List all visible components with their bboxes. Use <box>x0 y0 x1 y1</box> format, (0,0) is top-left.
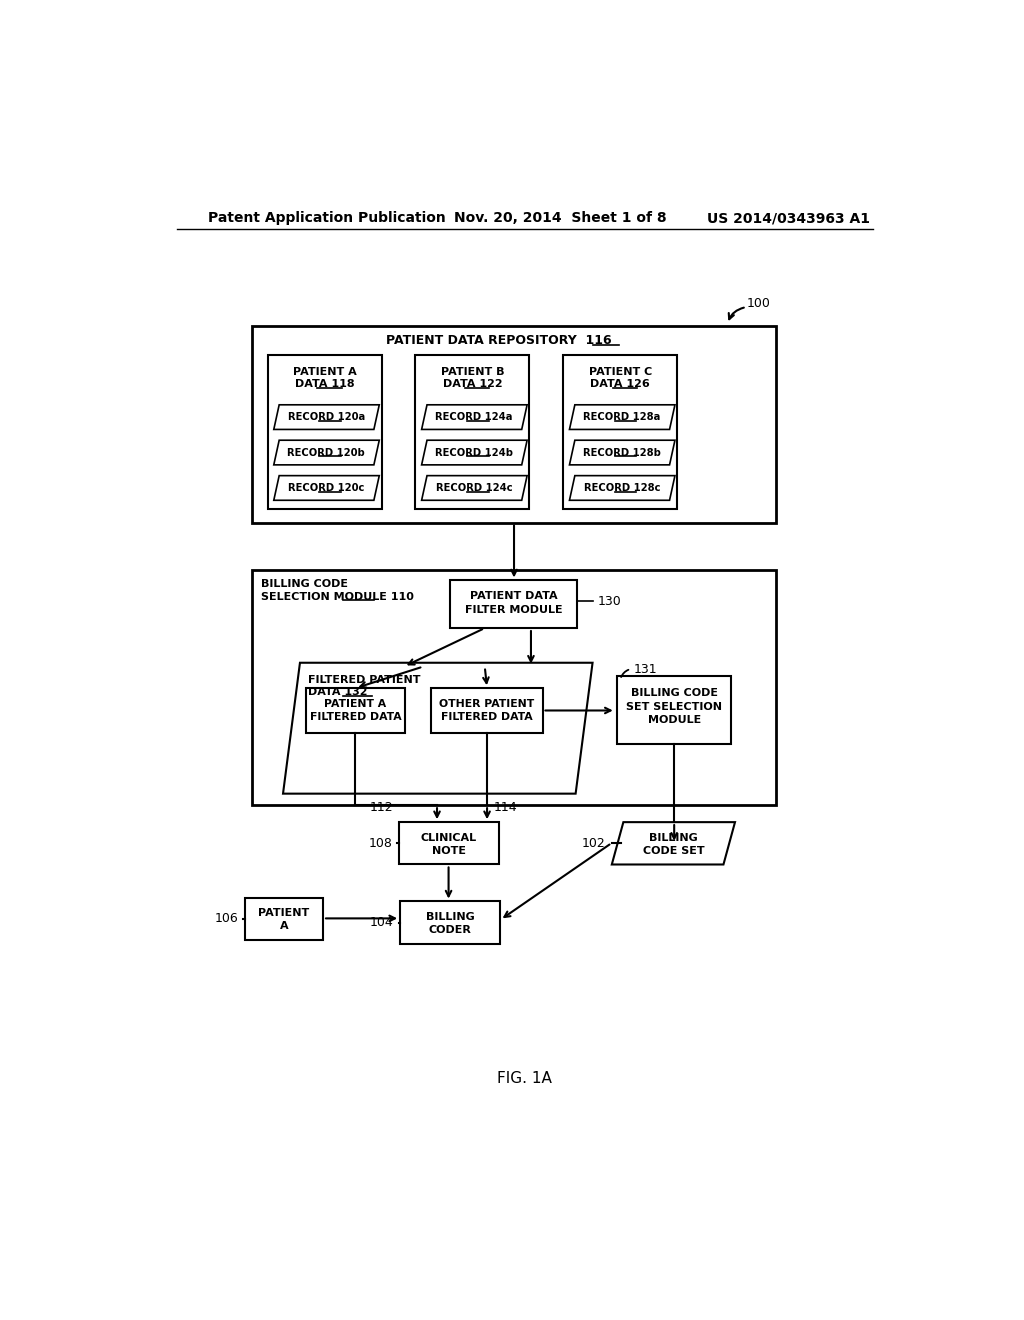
Text: BILLING CODE: BILLING CODE <box>631 688 718 698</box>
Text: RECORD 128c: RECORD 128c <box>584 483 660 492</box>
FancyBboxPatch shape <box>252 570 776 805</box>
FancyBboxPatch shape <box>245 898 323 940</box>
Text: NOTE: NOTE <box>431 846 466 855</box>
Text: 104: 104 <box>370 916 394 929</box>
Polygon shape <box>569 441 675 465</box>
Text: FILTERED DATA: FILTERED DATA <box>309 713 401 722</box>
Polygon shape <box>569 475 675 500</box>
Text: SELECTION MODULE 110: SELECTION MODULE 110 <box>261 591 415 602</box>
Text: BILLING CODE: BILLING CODE <box>261 579 348 589</box>
Text: FIG. 1A: FIG. 1A <box>498 1071 552 1086</box>
Text: 112: 112 <box>370 801 393 814</box>
Text: 108: 108 <box>369 837 392 850</box>
Text: PATIENT DATA: PATIENT DATA <box>470 591 557 601</box>
Text: RECORD 120c: RECORD 120c <box>288 483 365 492</box>
Text: RECORD 128a: RECORD 128a <box>583 412 660 422</box>
Text: RECORD 120a: RECORD 120a <box>288 412 365 422</box>
Text: CODE SET: CODE SET <box>643 846 705 855</box>
Text: Nov. 20, 2014  Sheet 1 of 8: Nov. 20, 2014 Sheet 1 of 8 <box>454 211 667 226</box>
Text: 114: 114 <box>494 801 517 814</box>
Text: PATIENT DATA REPOSITORY  116: PATIENT DATA REPOSITORY 116 <box>386 334 611 347</box>
Polygon shape <box>422 475 527 500</box>
Text: DATA 122: DATA 122 <box>442 379 502 389</box>
Text: DATA 118: DATA 118 <box>295 379 354 389</box>
Text: FILTERED PATIENT: FILTERED PATIENT <box>307 675 420 685</box>
Text: Patent Application Publication: Patent Application Publication <box>208 211 445 226</box>
Text: SET SELECTION: SET SELECTION <box>627 702 722 711</box>
Text: RECORD 124b: RECORD 124b <box>435 447 513 458</box>
Polygon shape <box>283 663 593 793</box>
FancyBboxPatch shape <box>400 902 500 944</box>
Text: DATA 132: DATA 132 <box>307 686 368 697</box>
Text: 102: 102 <box>582 837 605 850</box>
Polygon shape <box>422 441 527 465</box>
FancyBboxPatch shape <box>252 326 776 523</box>
FancyBboxPatch shape <box>617 676 731 743</box>
Text: BILLING: BILLING <box>426 912 474 921</box>
Polygon shape <box>569 405 675 429</box>
Text: FILTERED DATA: FILTERED DATA <box>441 713 532 722</box>
Text: US 2014/0343963 A1: US 2014/0343963 A1 <box>707 211 869 226</box>
FancyBboxPatch shape <box>451 581 578 628</box>
Text: PATIENT: PATIENT <box>258 908 309 917</box>
Text: BILLING: BILLING <box>649 833 698 842</box>
Text: PATIENT A: PATIENT A <box>325 698 386 709</box>
Text: 131: 131 <box>634 663 657 676</box>
Polygon shape <box>611 822 735 865</box>
Text: RECORD 120b: RECORD 120b <box>288 447 365 458</box>
Text: DATA 126: DATA 126 <box>591 379 650 389</box>
Text: PATIENT C: PATIENT C <box>589 367 652 376</box>
Polygon shape <box>273 475 379 500</box>
Text: RECORD 128b: RECORD 128b <box>583 447 660 458</box>
FancyBboxPatch shape <box>416 355 529 508</box>
FancyBboxPatch shape <box>398 822 499 865</box>
Text: CODER: CODER <box>429 925 471 935</box>
Text: OTHER PATIENT: OTHER PATIENT <box>439 698 535 709</box>
Text: PATIENT B: PATIENT B <box>440 367 504 376</box>
Text: 100: 100 <box>746 297 770 310</box>
Text: PATIENT A: PATIENT A <box>293 367 356 376</box>
Polygon shape <box>422 405 527 429</box>
FancyBboxPatch shape <box>563 355 677 508</box>
Text: A: A <box>280 921 288 931</box>
Text: 106: 106 <box>215 912 239 925</box>
FancyBboxPatch shape <box>431 688 543 733</box>
Text: RECORD 124a: RECORD 124a <box>435 412 513 422</box>
FancyBboxPatch shape <box>306 688 404 733</box>
Text: 130: 130 <box>598 594 622 607</box>
Polygon shape <box>273 405 379 429</box>
FancyBboxPatch shape <box>267 355 382 508</box>
Polygon shape <box>273 441 379 465</box>
Text: RECORD 124c: RECORD 124c <box>435 483 512 492</box>
Text: FILTER MODULE: FILTER MODULE <box>465 605 562 615</box>
Text: CLINICAL: CLINICAL <box>421 833 476 842</box>
Text: MODULE: MODULE <box>647 714 700 725</box>
